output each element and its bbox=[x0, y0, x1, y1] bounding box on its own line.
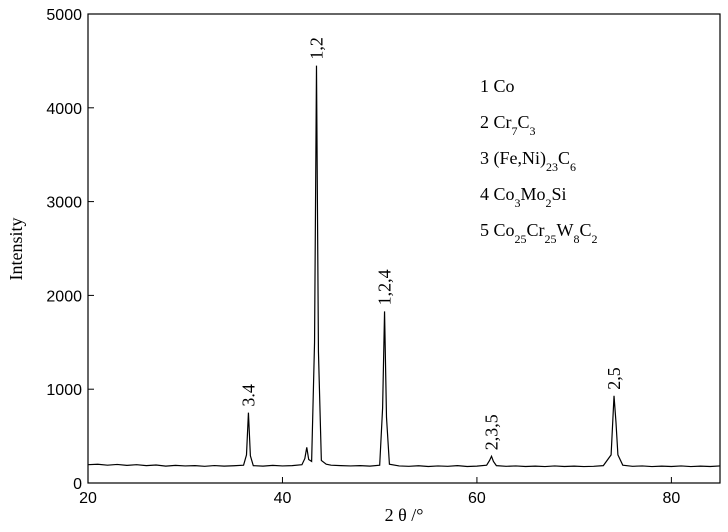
peak-label: 1,2,4 bbox=[375, 269, 395, 305]
legend-entry: 2 Cr7C3 bbox=[480, 112, 536, 138]
y-tick-label: 4000 bbox=[46, 101, 82, 118]
legend-text-part: Mo bbox=[521, 184, 546, 204]
legend-text-part: W bbox=[557, 220, 574, 240]
legend-text-part: Si bbox=[552, 184, 567, 204]
x-tick-label: 60 bbox=[468, 490, 486, 507]
x-axis-label: 2 θ /° bbox=[385, 505, 424, 525]
legend-text-part: 4 Co bbox=[480, 184, 515, 204]
legend-text-part: C bbox=[558, 148, 570, 168]
x-tick-label: 20 bbox=[79, 490, 97, 507]
y-tick-label: 0 bbox=[73, 476, 82, 493]
legend-entry: 5 Co25Cr25W8C2 bbox=[480, 220, 598, 246]
y-axis-label: Intensity bbox=[6, 218, 26, 281]
legend-text-part: C bbox=[518, 112, 530, 132]
legend-text-part: 3 (Fe,Ni) bbox=[480, 148, 546, 169]
legend-text-part: 7 bbox=[512, 124, 518, 138]
legend-text-part: 25 bbox=[515, 232, 527, 246]
peak-label: 2,5 bbox=[604, 367, 624, 390]
peak-label: 2,3,5 bbox=[482, 414, 502, 450]
y-tick-label: 2000 bbox=[46, 288, 82, 305]
legend-text-part: 2 bbox=[592, 232, 598, 246]
legend-text-part: 8 bbox=[574, 232, 580, 246]
spectrum-line bbox=[87, 65, 721, 468]
plot-frame bbox=[87, 13, 721, 484]
legend-text-part: 5 Co bbox=[480, 220, 515, 240]
x-tick-label: 40 bbox=[274, 490, 292, 507]
legend-text-part: Cr bbox=[527, 220, 545, 240]
legend-entry: 1 Co bbox=[480, 76, 515, 96]
legend-text-part: 6 bbox=[570, 160, 576, 174]
legend-entry: 3 (Fe,Ni)23C6 bbox=[480, 148, 576, 174]
legend-text-part: 3 bbox=[530, 124, 536, 138]
y-tick-label: 1000 bbox=[46, 382, 82, 399]
y-tick-label: 5000 bbox=[46, 7, 82, 24]
peak-label: 3.4 bbox=[238, 384, 258, 407]
peak-label: 1,2 bbox=[306, 37, 326, 60]
legend-text-part: 1 Co bbox=[480, 76, 515, 96]
legend-text-part: 2 bbox=[546, 196, 552, 210]
legend-text-part: C bbox=[580, 220, 592, 240]
y-tick-label: 3000 bbox=[46, 195, 82, 212]
legend-text-part: 23 bbox=[546, 160, 558, 174]
x-tick-label: 80 bbox=[662, 490, 680, 507]
legend-text-part: 25 bbox=[545, 232, 557, 246]
legend-text-part: 3 bbox=[515, 196, 521, 210]
legend-text-part: 2 Cr bbox=[480, 112, 512, 132]
legend-entry: 4 Co3Mo2Si bbox=[480, 184, 567, 210]
